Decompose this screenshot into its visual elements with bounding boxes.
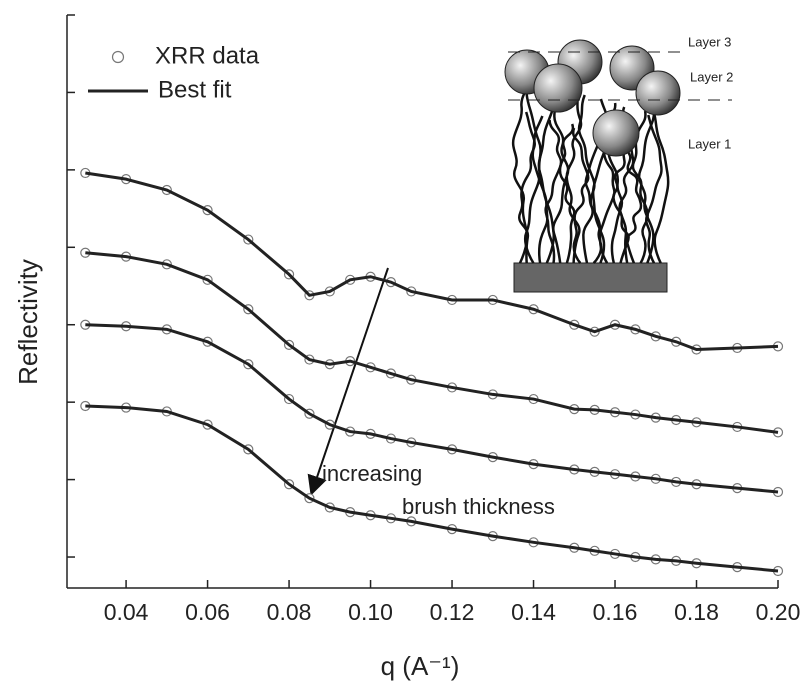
x-tick-label: 0.10 bbox=[348, 599, 393, 625]
annotation: brush thickness bbox=[402, 494, 555, 519]
legend-marker bbox=[111, 50, 125, 64]
annotation: increasing bbox=[322, 461, 422, 486]
polymer-chain bbox=[571, 127, 590, 264]
substrate bbox=[513, 262, 668, 293]
polymer-chain bbox=[577, 94, 596, 264]
inset-diagram: Layer 3 Layer 2 Layer 1 bbox=[504, 34, 733, 293]
x-tick-label: 0.20 bbox=[756, 599, 801, 625]
polymer-chain bbox=[544, 119, 563, 264]
layer-label: Layer 2 bbox=[690, 69, 733, 84]
polymer-chain bbox=[598, 135, 616, 264]
layer-label: Layer 3 bbox=[688, 34, 731, 49]
x-tick-label: 0.04 bbox=[104, 599, 149, 625]
x-tick-label: 0.18 bbox=[674, 599, 719, 625]
layer-label: Layer 1 bbox=[688, 136, 731, 151]
polymer-chain bbox=[518, 111, 536, 264]
fit-line bbox=[85, 323, 779, 494]
fit-line bbox=[85, 251, 779, 434]
sphere bbox=[635, 70, 681, 116]
fit-line bbox=[85, 171, 779, 352]
sphere bbox=[592, 109, 640, 157]
x-axis-label: q (A⁻¹) bbox=[381, 651, 460, 681]
polymer-chain bbox=[565, 90, 583, 264]
x-tick-label: 0.06 bbox=[185, 599, 230, 625]
annotation-arrow bbox=[307, 267, 389, 496]
x-tick-label: 0.08 bbox=[267, 599, 312, 625]
sphere bbox=[533, 63, 583, 113]
x-tick-label: 0.14 bbox=[511, 599, 556, 625]
fit-line bbox=[85, 404, 779, 573]
x-tick-label: 0.12 bbox=[430, 599, 475, 625]
legend-label: XRR data bbox=[155, 42, 260, 69]
polymer-chain bbox=[625, 143, 643, 264]
legend-label: Best fit bbox=[158, 76, 232, 103]
x-tick-label: 0.16 bbox=[593, 599, 638, 625]
polymer-chain bbox=[645, 114, 663, 264]
y-axis-label: Reflectivity bbox=[13, 259, 43, 385]
polymer-chain bbox=[558, 123, 576, 264]
